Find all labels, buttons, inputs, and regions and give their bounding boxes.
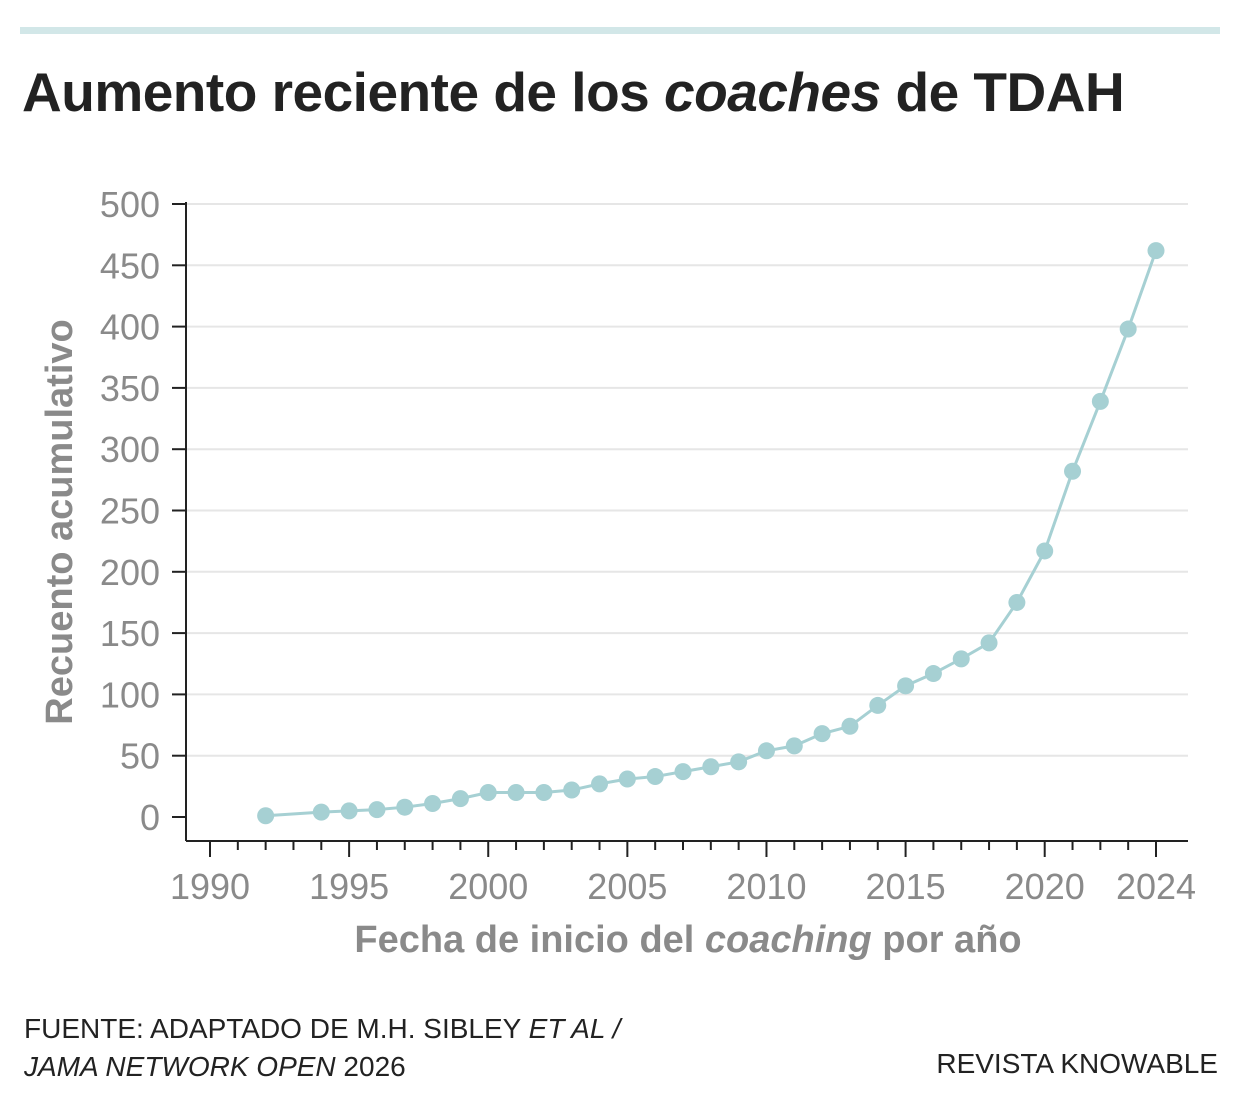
publisher-credit: REVISTA KNOWABLE: [936, 1048, 1218, 1079]
data-point: [396, 798, 414, 816]
y-tick-label: 50: [120, 736, 160, 777]
data-point: [785, 737, 803, 755]
data-point: [897, 677, 915, 695]
data-point: [424, 795, 442, 813]
data-point: [730, 753, 748, 771]
data-point: [368, 801, 386, 819]
top-rule: [20, 27, 1220, 34]
data-point: [618, 770, 636, 788]
data-point: [952, 650, 970, 668]
data-point: [1147, 242, 1165, 260]
chart-title: Aumento reciente de los coaches de TDAH: [22, 61, 1125, 123]
data-point: [312, 803, 330, 821]
data-point: [1064, 462, 1082, 480]
data-point: [563, 781, 581, 799]
data-point: [340, 802, 358, 820]
y-tick-label: 500: [100, 184, 160, 225]
x-tick-label: 1995: [309, 866, 389, 907]
data-point: [869, 696, 887, 714]
data-point: [535, 783, 553, 801]
data-point: [813, 725, 831, 743]
y-tick-label: 450: [100, 245, 160, 286]
x-tick-label: 2024: [1116, 866, 1196, 907]
y-tick-label: 100: [100, 674, 160, 715]
data-point: [841, 717, 859, 735]
x-axis-label: Fecha de inicio del coaching por año: [354, 919, 1021, 961]
data-point: [1008, 593, 1026, 611]
source-note: FUENTE: ADAPTADO DE M.H. SIBLEY ET AL / J…: [24, 1013, 621, 1082]
x-tick-label: 2000: [448, 866, 528, 907]
y-tick-label: 350: [100, 368, 160, 409]
x-tick-label: 2005: [587, 866, 667, 907]
data-point: [591, 775, 609, 793]
y-tick-label: 150: [100, 613, 160, 654]
y-tick-label: 0: [140, 797, 160, 838]
data-point: [1091, 392, 1109, 410]
data-point: [451, 790, 469, 808]
y-tick-label: 250: [100, 491, 160, 532]
data-point: [702, 758, 720, 776]
data-point: [1119, 320, 1137, 338]
x-tick-label: 2020: [1005, 866, 1085, 907]
x-tick-label: 1990: [170, 866, 250, 907]
y-tick-label: 300: [100, 429, 160, 470]
y-axis-label: Recuento acumulativo: [39, 319, 81, 724]
y-tick-label: 400: [100, 307, 160, 348]
data-point: [924, 665, 942, 683]
data-point: [646, 768, 664, 786]
data-point: [507, 783, 525, 801]
data-point: [674, 763, 692, 781]
y-tick-label: 200: [100, 552, 160, 593]
data-point: [980, 634, 998, 652]
data-point: [479, 783, 497, 801]
x-tick-label: 2015: [866, 866, 946, 907]
data-point: [257, 807, 275, 825]
data-point: [757, 742, 775, 760]
series-line: [265, 250, 1158, 818]
x-tick-label: 2010: [726, 866, 806, 907]
data-point: [1036, 542, 1054, 560]
